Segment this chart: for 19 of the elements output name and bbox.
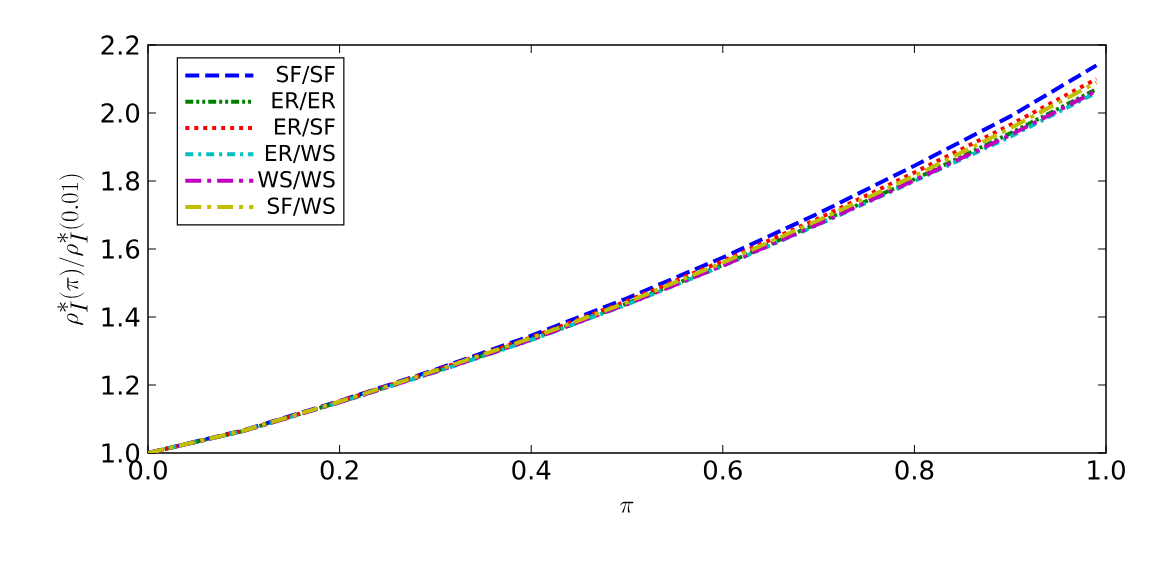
x-tick-label: 0.8 [895, 460, 934, 480]
legend-label: ER/SF [275, 118, 335, 137]
y-tick-label: 1.4 [102, 307, 140, 327]
x-tick-label: 0.4 [512, 460, 551, 480]
y-tick-label: 1.8 [102, 171, 140, 191]
y-tick-label: 1.6 [102, 239, 140, 259]
x-tick-label: 0.6 [703, 460, 742, 480]
legend-label: ER/ER [272, 92, 336, 111]
legend-label: SF/WS [267, 197, 335, 216]
x-tick-label: 0.2 [320, 460, 358, 480]
y-tick-label: 1.2 [102, 375, 139, 395]
x-axis-title: $\pi$ [620, 501, 634, 513]
legend-label: ER/WS [265, 144, 335, 163]
legend-label: SF/SF [276, 65, 335, 85]
legend-label: WS/WS [258, 171, 335, 190]
y-tick-label: 2.0 [101, 103, 140, 123]
x-tick-label: 1.0 [1088, 460, 1125, 480]
y-tick-label: 2.2 [101, 35, 139, 55]
y-axis-title: $\rho_I^*(\pi)/\rho_I^*(0.01)$ [57, 174, 88, 325]
